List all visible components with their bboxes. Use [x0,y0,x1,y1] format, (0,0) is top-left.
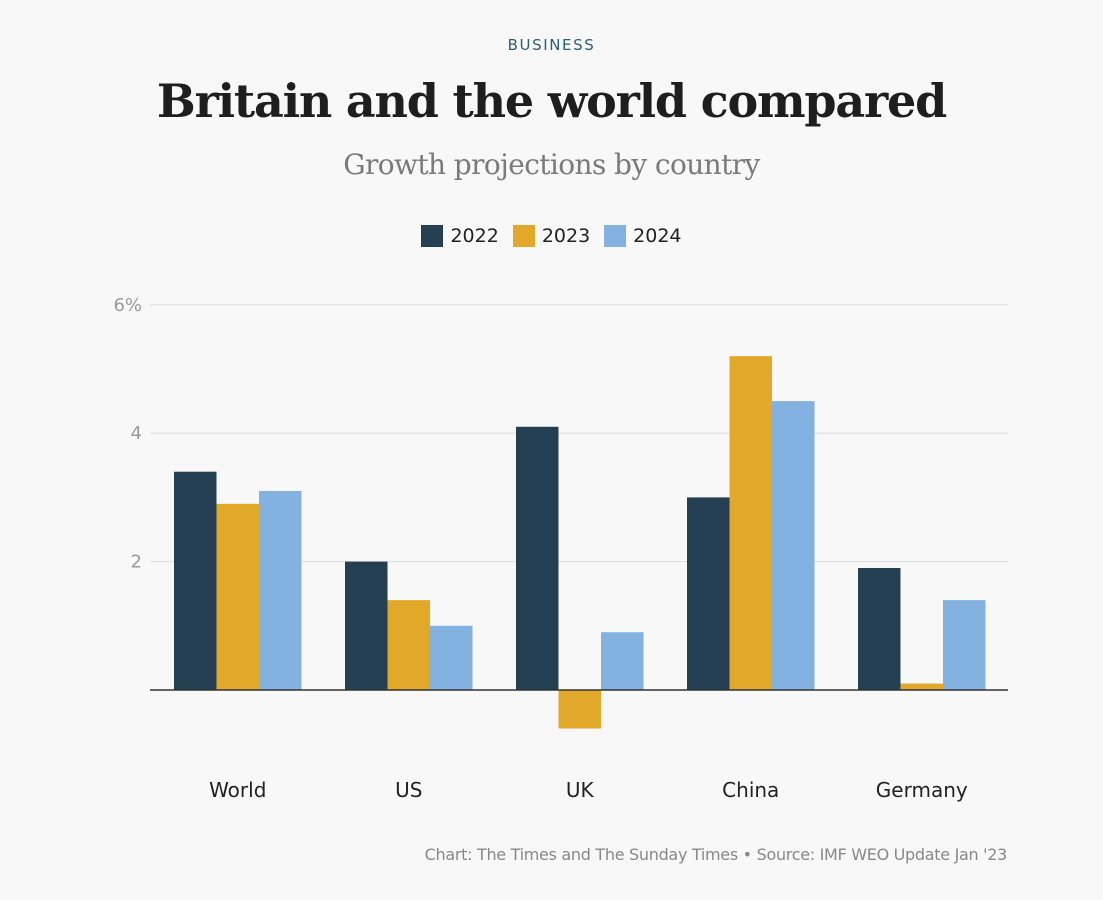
legend-swatch-2022 [421,225,444,247]
section-kicker: BUSINESS [507,36,596,54]
x-tick-label-china: China [722,778,779,802]
bar-uk-2023 [558,690,601,729]
x-tick-label-germany: Germany [876,778,968,802]
bar-world-2023 [216,503,259,690]
y-tick-label-6: 6% [113,295,142,316]
bar-world-2024 [259,490,302,690]
y-tick-label-4: 4 [131,423,142,444]
chart-title: Britain and the world compared [156,74,947,128]
legend-label-2023: 2023 [541,225,591,247]
legend-swatch-2023 [512,225,535,247]
bar-germany-2022 [858,568,901,690]
legend-item-2024: 2024 [604,225,682,247]
legend-swatch-2024 [604,225,627,247]
x-tick-label-us: US [395,778,422,802]
x-tick-label-world: World [209,778,266,802]
legend-item-2022: 2022 [421,225,499,247]
legend-label-2022: 2022 [450,225,499,247]
bar-china-2022 [687,497,730,690]
legend-item-2023: 2023 [512,225,591,247]
bar-uk-2024 [601,632,644,690]
bar-germany-2024 [943,600,986,690]
bar-germany-2023 [900,683,943,690]
x-tick-label-uk: UK [566,778,595,802]
legend-label-2024: 2024 [633,225,682,247]
source-credit: Chart: The Times and The Sunday Times • … [424,845,1008,864]
y-tick-label-2: 2 [131,552,142,573]
legend: 2022 2023 2024 [0,225,1103,247]
bar-us-2024 [430,625,473,690]
bar-uk-2022 [516,426,559,690]
bar-china-2023 [729,356,772,690]
bar-world-2022 [174,471,217,690]
chart-subtitle: Growth projections by country [343,148,760,181]
bar-us-2023 [387,600,430,690]
bar-china-2024 [772,401,815,690]
bar-us-2022 [345,561,388,690]
